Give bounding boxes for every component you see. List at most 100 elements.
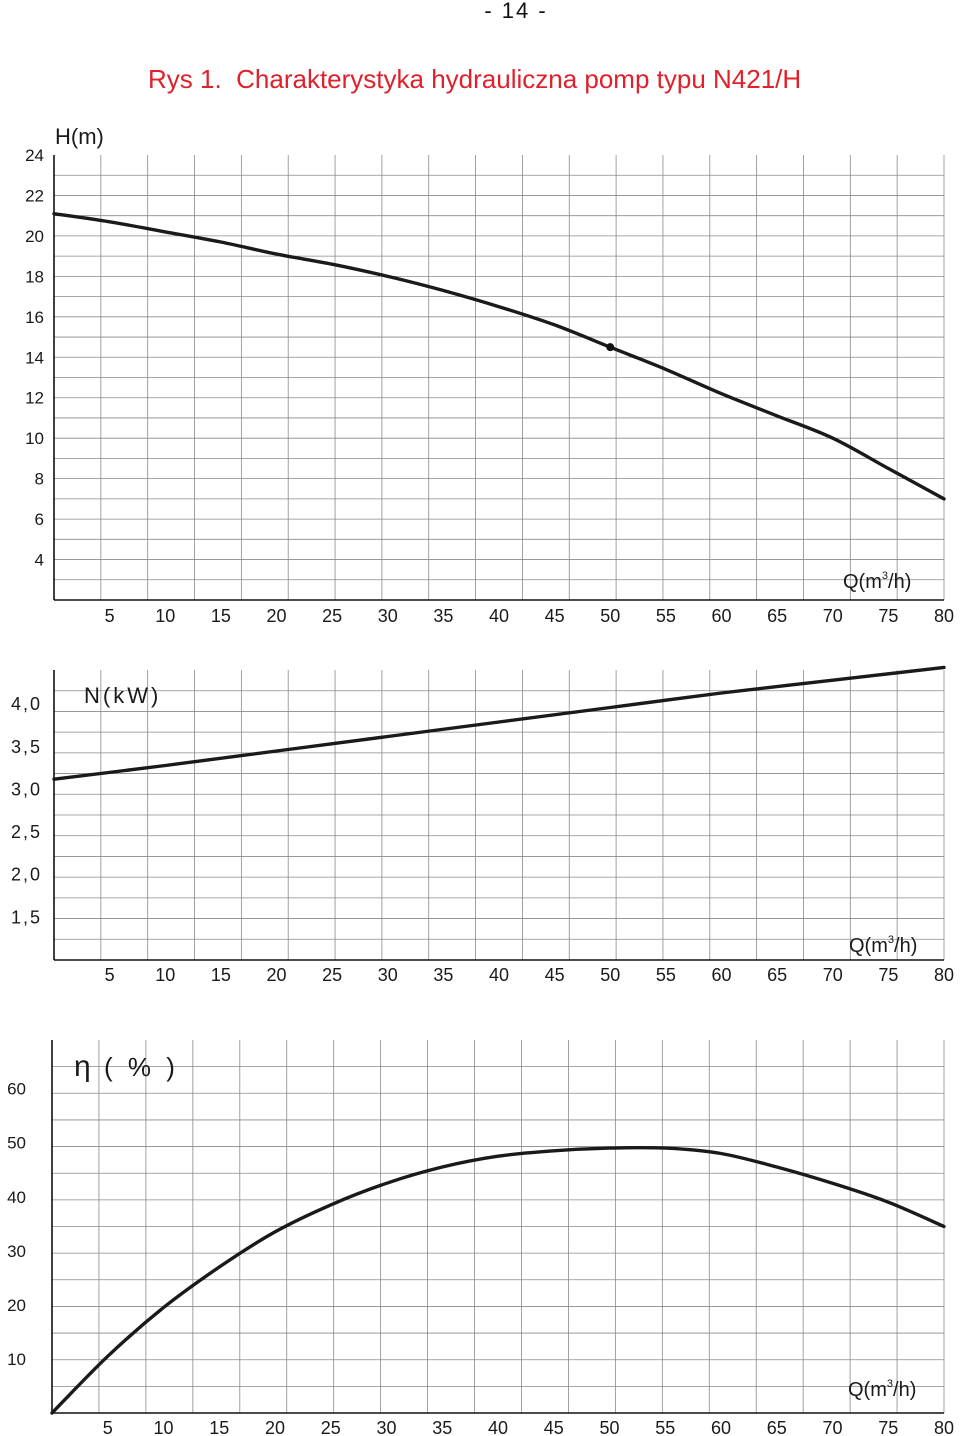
y-tick-label: 1,5 <box>11 907 42 927</box>
x-tick-label: 30 <box>378 606 398 626</box>
x-tick-label: 40 <box>489 965 509 985</box>
y-tick-label: 8 <box>35 470 44 489</box>
chart-power: 5 10 15 20 25 30 35 40 45 50 55 60 65 70 75 80 4,0 3,5 3,0… <box>11 665 954 985</box>
y-tick-label: 60 <box>7 1080 26 1099</box>
x-tick-label: 80 <box>934 965 954 985</box>
y-tick-label: 16 <box>25 308 44 327</box>
grid-power <box>54 670 945 960</box>
duty-point-marker <box>606 343 615 352</box>
x-tick-label: 80 <box>934 606 954 626</box>
y-tick-label: 12 <box>25 389 44 408</box>
y-tick-label: 4 <box>35 551 44 570</box>
x-tick-label: 45 <box>545 606 565 626</box>
x-tick-label: 5 <box>103 1418 113 1436</box>
x-axis-title-main: Q(m <box>843 571 882 593</box>
y-tick-label: 10 <box>25 429 44 448</box>
x-tick-label: 20 <box>266 606 286 626</box>
x-tick-label: 35 <box>433 606 453 626</box>
x-tick-label: 10 <box>153 1418 173 1436</box>
y-axis-title: H(m) <box>55 124 104 149</box>
x-tick-label: 10 <box>155 965 175 985</box>
y-tick-label: 6 <box>35 510 44 529</box>
x-axis-title-main: Q(m <box>848 1379 887 1401</box>
x-tick-label: 5 <box>105 965 115 985</box>
x-tick-label: 70 <box>823 965 843 985</box>
y-tick-label: 20 <box>7 1296 26 1315</box>
y-tick-label: 10 <box>7 1350 26 1369</box>
y-tick-label: 2,5 <box>11 822 42 842</box>
x-tick-label: 55 <box>656 606 676 626</box>
x-axis-title-main: Q(m <box>849 935 888 957</box>
x-tick-label: 25 <box>322 965 342 985</box>
x-tick-label: 25 <box>321 1418 341 1436</box>
x-tick-label: 30 <box>376 1418 396 1436</box>
chart-efficiency: 5 10 15 20 25 30 35 40 45 50 55 60 65 70 75 80 60 50 40 30 2… <box>7 1040 954 1436</box>
x-tick-label: 70 <box>823 606 843 626</box>
x-axis-title-unit: /h) <box>888 571 911 593</box>
x-tick-label: 75 <box>878 606 898 626</box>
x-tick-label: 50 <box>600 606 620 626</box>
x-tick-label: 10 <box>155 606 175 626</box>
x-tick-label: 55 <box>655 1418 675 1436</box>
x-axis-title-sup: 3 <box>887 1378 893 1390</box>
figure-title: Rys 1. Charakterystyka hydrauliczna pomp… <box>148 64 802 94</box>
x-axis-title-unit: /h) <box>894 935 917 957</box>
x-tick-label: 20 <box>266 965 286 985</box>
x-axis-title: Q(m3/h) <box>843 570 911 593</box>
x-axis-title: Q(m3/h) <box>849 934 917 957</box>
page-number: - 14 - <box>484 0 548 23</box>
x-tick-label: 45 <box>545 965 565 985</box>
x-tick-label: 35 <box>432 1418 452 1436</box>
y-tick-label: 40 <box>7 1188 26 1207</box>
x-tick-label: 65 <box>767 1418 787 1436</box>
x-tick-label: 30 <box>378 965 398 985</box>
x-tick-label: 60 <box>711 965 731 985</box>
y-axis-unit: ( % ) <box>104 1052 179 1082</box>
x-tick-label: 15 <box>211 606 231 626</box>
y-tick-label: 2,0 <box>11 865 42 885</box>
curve-eta <box>50 1145 946 1415</box>
y-tick-label: 22 <box>25 186 44 205</box>
x-tick-label: 60 <box>711 606 731 626</box>
x-tick-label: 20 <box>265 1418 285 1436</box>
x-axis-title-sup: 3 <box>882 570 888 582</box>
x-tick-label: 75 <box>878 1418 898 1436</box>
x-tick-label: 45 <box>544 1418 564 1436</box>
x-axis-title-unit: /h) <box>893 1379 916 1401</box>
grid-head <box>54 155 945 600</box>
y-tick-label: 4,0 <box>11 694 42 714</box>
grid-efficiency <box>52 1040 945 1413</box>
x-tick-label: 40 <box>489 606 509 626</box>
y-tick-label: 3,0 <box>11 779 42 799</box>
y-tick-label: 20 <box>25 227 44 246</box>
x-tick-label: 25 <box>322 606 342 626</box>
x-tick-label: 15 <box>209 1418 229 1436</box>
x-tick-label: 50 <box>599 1418 619 1436</box>
y-tick-label: 24 <box>25 146 44 165</box>
x-tick-label: 65 <box>767 965 787 985</box>
x-tick-label: 60 <box>711 1418 731 1436</box>
x-axis-title: Q(m3/h) <box>848 1378 916 1401</box>
x-tick-label: 5 <box>105 606 115 626</box>
x-tick-label: 35 <box>433 965 453 985</box>
y-tick-label: 50 <box>7 1134 26 1153</box>
x-tick-label: 15 <box>211 965 231 985</box>
curve-N <box>52 665 946 781</box>
y-tick-label: 30 <box>7 1242 26 1261</box>
y-tick-label: 18 <box>25 267 44 286</box>
y-axis-title: N(kW) <box>84 683 161 708</box>
x-tick-label: 65 <box>767 606 787 626</box>
x-axis-title-sup: 3 <box>888 934 894 946</box>
x-tick-label: 50 <box>600 965 620 985</box>
x-tick-label: 75 <box>878 965 898 985</box>
chart-head: 5 10 15 20 25 30 35 40 45 50 55 60 65 70 75 80 24 22 20 18 1… <box>25 124 954 626</box>
x-tick-label: 55 <box>656 965 676 985</box>
x-tick-label: 70 <box>822 1418 842 1436</box>
y-tick-label: 3,5 <box>11 737 42 757</box>
curve-H <box>52 212 946 501</box>
x-tick-label: 40 <box>488 1418 508 1436</box>
y-axis-title: η <box>74 1050 91 1083</box>
x-tick-label: 80 <box>934 1418 954 1436</box>
y-tick-label: 14 <box>25 348 44 367</box>
